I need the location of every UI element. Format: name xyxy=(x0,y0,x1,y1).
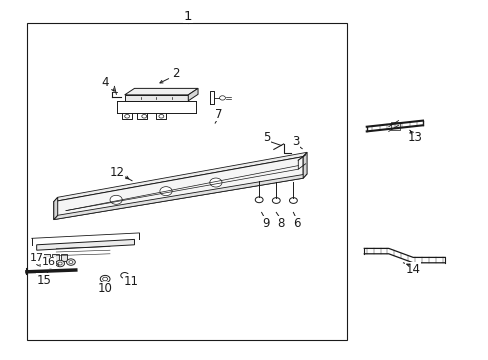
Polygon shape xyxy=(188,88,198,101)
Circle shape xyxy=(46,261,55,268)
Text: 6: 6 xyxy=(292,217,300,230)
Circle shape xyxy=(36,260,45,266)
Polygon shape xyxy=(54,152,306,202)
Ellipse shape xyxy=(160,186,172,196)
Text: 4: 4 xyxy=(101,76,109,89)
Text: 2: 2 xyxy=(172,67,180,80)
Text: 5: 5 xyxy=(262,131,270,144)
Circle shape xyxy=(69,261,73,264)
Text: 3: 3 xyxy=(291,135,299,148)
Bar xyxy=(27,23,346,340)
Polygon shape xyxy=(43,254,50,261)
Polygon shape xyxy=(303,152,306,178)
Polygon shape xyxy=(124,95,188,101)
Text: 17: 17 xyxy=(30,253,43,264)
Circle shape xyxy=(58,262,62,265)
Text: 9: 9 xyxy=(261,217,269,230)
Ellipse shape xyxy=(209,178,222,187)
Polygon shape xyxy=(124,88,198,95)
Polygon shape xyxy=(37,239,134,250)
Text: 1: 1 xyxy=(183,10,192,23)
Circle shape xyxy=(48,263,52,266)
Text: 14: 14 xyxy=(405,263,420,276)
Text: 16: 16 xyxy=(42,257,56,267)
Circle shape xyxy=(66,259,75,265)
Circle shape xyxy=(56,260,64,267)
Polygon shape xyxy=(54,157,303,220)
Text: 8: 8 xyxy=(277,217,285,230)
Ellipse shape xyxy=(110,195,122,204)
Text: 11: 11 xyxy=(123,275,138,288)
Text: 15: 15 xyxy=(37,274,51,287)
Text: 7: 7 xyxy=(215,108,223,121)
Polygon shape xyxy=(54,197,58,220)
Text: 13: 13 xyxy=(407,131,421,144)
Polygon shape xyxy=(61,254,67,261)
Circle shape xyxy=(124,114,129,118)
Circle shape xyxy=(159,114,163,118)
Polygon shape xyxy=(54,174,306,220)
Polygon shape xyxy=(52,254,59,261)
Text: 10: 10 xyxy=(98,282,112,295)
Circle shape xyxy=(39,261,42,264)
Text: 12: 12 xyxy=(110,166,124,179)
Circle shape xyxy=(142,114,146,118)
Bar xyxy=(390,122,399,130)
